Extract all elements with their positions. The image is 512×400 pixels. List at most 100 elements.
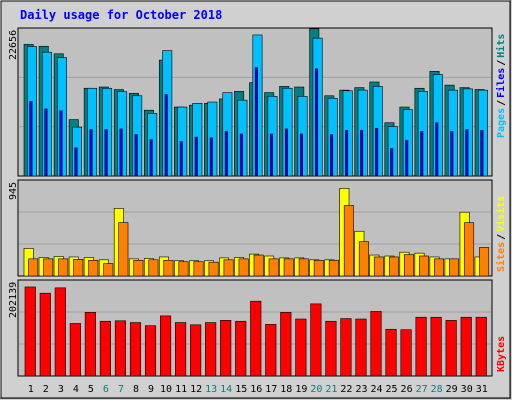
kbytes-bar — [69, 323, 81, 377]
day-label: 31 — [476, 384, 488, 395]
day-label: 10 — [160, 384, 172, 395]
day-axis-labels: 1 2 3 4 5 6 7 8 9 10 11 12 13 14 15 16 17 18 19 20 21 22 23 24 2… — [28, 384, 488, 395]
files-bar — [284, 128, 288, 177]
files-bar — [375, 128, 379, 177]
visits-legend: Sites / Visits — [495, 196, 507, 272]
kbytes-bar — [24, 286, 36, 377]
sites-bar — [434, 258, 445, 277]
day-label: 27 — [416, 384, 428, 395]
day-label: 7 — [118, 384, 124, 395]
day-label: 12 — [190, 384, 202, 395]
kbytes-bar — [205, 322, 217, 377]
legend-pages: Pages — [496, 108, 507, 138]
files-bar — [149, 139, 153, 177]
day-label: 6 — [103, 384, 109, 395]
kbytes-bar — [430, 316, 442, 377]
kbytes-bars — [24, 286, 487, 377]
kbytes-bar — [250, 300, 262, 377]
day-label: 16 — [250, 384, 262, 395]
hits-bars — [23, 28, 488, 177]
kbytes-panel: 202139 KBytes — [8, 279, 507, 377]
kbytes-bar — [39, 292, 51, 377]
day-label: 14 — [220, 384, 232, 395]
kbytes-bar — [235, 320, 247, 377]
sites-bar — [449, 258, 460, 277]
kbytes-bar — [220, 320, 232, 377]
kbytes-bar — [415, 316, 427, 377]
kbytes-bar — [385, 328, 397, 377]
day-label: 17 — [265, 384, 277, 395]
sites-bar — [253, 254, 264, 277]
files-bar — [89, 129, 93, 177]
day-label: 24 — [370, 384, 382, 395]
files-bar — [450, 131, 454, 177]
sites-bar — [193, 261, 204, 277]
files-bar — [239, 133, 243, 177]
sites-bar — [28, 258, 39, 277]
kbytes-bar — [99, 320, 111, 377]
day-label: 8 — [133, 384, 139, 395]
day-label: 30 — [461, 384, 473, 395]
sites-bar — [343, 205, 354, 277]
day-label: 18 — [280, 384, 292, 395]
sites-bar — [328, 259, 339, 277]
sites-bar — [388, 256, 399, 277]
files-bar — [44, 108, 48, 177]
files-bar — [209, 137, 213, 177]
legend-hits: Hits — [495, 34, 507, 58]
day-label: 9 — [148, 384, 154, 395]
day-label: 4 — [73, 384, 79, 395]
sites-bar — [118, 222, 129, 277]
files-bar — [345, 129, 349, 177]
kbytes-bar — [54, 287, 66, 377]
sites-bar — [73, 259, 84, 277]
kbytes-bar — [190, 324, 202, 377]
kbytes-bar — [159, 315, 172, 377]
sites-bar — [419, 255, 429, 277]
sites-bar — [298, 258, 309, 277]
files-bar — [435, 122, 439, 177]
files-bar — [254, 67, 258, 177]
day-label: 21 — [325, 384, 337, 395]
kbytes-bar — [280, 312, 292, 377]
kbytes-bar — [355, 318, 367, 377]
legend-sep-1: / — [496, 100, 507, 106]
kbytes-ymax-label: 202139 — [8, 282, 19, 318]
day-label: 23 — [355, 384, 367, 395]
kbytes-bar — [325, 320, 337, 377]
day-label: 19 — [295, 384, 307, 395]
files-bar — [330, 134, 334, 177]
sites-bar — [178, 261, 189, 277]
legend-kbytes: KBytes — [496, 336, 507, 372]
hits-legend: Pages / Files / Hits — [495, 34, 507, 138]
kbytes-bar — [144, 325, 157, 377]
files-bar — [59, 110, 63, 177]
sites-bar — [283, 258, 294, 277]
files-bar — [269, 133, 273, 177]
kbytes-bar — [265, 324, 277, 377]
files-bar — [315, 68, 319, 177]
files-bar — [465, 129, 469, 177]
sites-bar — [313, 259, 324, 277]
kbytes-bar — [475, 316, 487, 377]
day-label: 26 — [401, 384, 413, 395]
files-bar — [360, 129, 364, 177]
sites-bar — [163, 259, 174, 277]
files-bar — [29, 101, 33, 177]
day-label: 3 — [58, 384, 64, 395]
sites-bar — [133, 259, 144, 277]
kbytes-bar — [370, 311, 382, 377]
kbytes-bar — [84, 312, 96, 377]
day-label: 2 — [43, 384, 49, 395]
files-bar — [119, 128, 123, 177]
files-bar — [405, 139, 409, 177]
day-label: 28 — [431, 384, 443, 395]
legend-files: Files — [495, 68, 507, 98]
sites-bar — [404, 254, 414, 277]
kbytes-bar — [114, 320, 127, 377]
visits-ymax-label: 945 — [8, 182, 19, 200]
sites-bar — [223, 259, 234, 277]
visits-sites-panel: 945 Sites / Visits — [8, 179, 507, 277]
